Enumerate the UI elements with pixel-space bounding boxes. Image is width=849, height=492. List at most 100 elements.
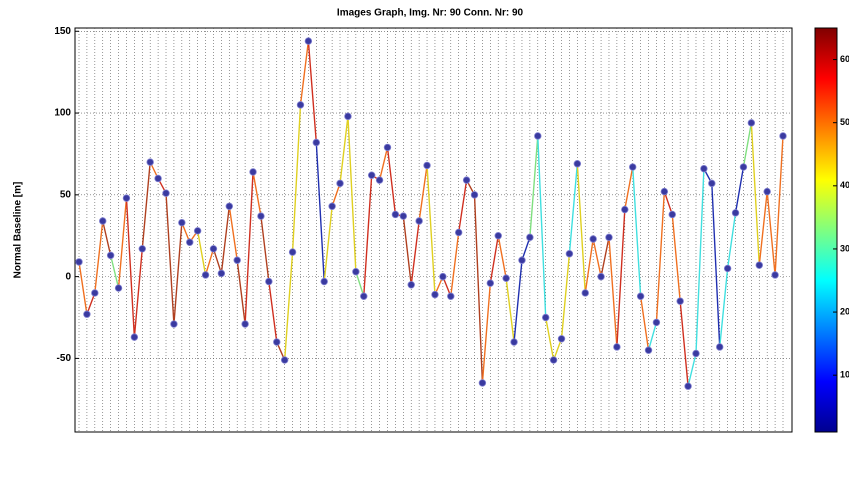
y-axis-label: Normal Baseline [m] [13, 182, 24, 279]
connection [339, 116, 349, 184]
connection [165, 193, 175, 325]
connection [774, 135, 784, 276]
image-point [352, 268, 360, 276]
connection [260, 216, 270, 282]
image-point [447, 292, 455, 300]
connection [363, 175, 373, 297]
colorbar-tick-label: 40 [840, 180, 849, 190]
image-point [138, 245, 146, 253]
connection [505, 278, 515, 343]
connection [236, 260, 246, 325]
connection [711, 183, 721, 347]
connection [473, 194, 484, 383]
image-point [75, 258, 83, 266]
image-point [296, 101, 305, 109]
y-tick-label: 0 [65, 271, 71, 282]
connection [109, 255, 120, 289]
image-point [375, 176, 384, 184]
image-point [534, 132, 542, 140]
connection [299, 40, 310, 105]
image-point [193, 227, 202, 235]
image-point [233, 256, 241, 264]
connection [616, 209, 626, 347]
connection [102, 220, 112, 256]
connection [94, 220, 104, 294]
image-point [708, 179, 716, 188]
image-point [541, 313, 550, 322]
image-point [573, 160, 582, 168]
connection [457, 180, 468, 233]
image-point [644, 346, 653, 354]
connection [521, 237, 531, 261]
image-point [106, 251, 115, 260]
image-point [731, 209, 740, 217]
image-point [597, 272, 605, 281]
connection [750, 122, 760, 266]
image-point [763, 187, 771, 196]
connection [560, 253, 571, 339]
connection [639, 296, 650, 351]
image-point [91, 289, 99, 297]
connection [726, 212, 737, 269]
connection [355, 271, 365, 297]
image-point [684, 382, 692, 390]
image-point [391, 210, 400, 219]
connection [489, 235, 499, 284]
image-point [518, 256, 526, 264]
connection [608, 237, 618, 347]
image-point [249, 168, 257, 176]
connection [584, 238, 594, 294]
connection [695, 168, 705, 354]
y-tick-label: 150 [54, 26, 71, 37]
connection [173, 222, 183, 325]
connection [624, 166, 634, 210]
connection [450, 232, 460, 297]
image-point [288, 248, 297, 256]
connection [386, 147, 397, 215]
image-point [739, 163, 748, 171]
connection [426, 165, 436, 295]
image-point [605, 233, 613, 242]
image-point [502, 274, 510, 282]
image-point [454, 228, 463, 237]
image-point [621, 205, 629, 214]
connection [244, 171, 254, 325]
connection [291, 104, 302, 253]
image-point [399, 212, 408, 220]
connection [529, 135, 539, 238]
image-point [186, 238, 194, 246]
connection [307, 41, 318, 143]
y-tick-label: 50 [60, 189, 72, 200]
chart-title: Images Graph, Img. Nr: 90 Conn. Nr: 90 [337, 8, 524, 19]
connection [513, 260, 523, 343]
image-point [439, 272, 447, 281]
image-point [257, 212, 265, 220]
image-point [336, 179, 344, 188]
image-point [360, 292, 368, 300]
image-point [779, 132, 787, 140]
connection [734, 166, 745, 213]
connection [315, 142, 325, 282]
connection [497, 235, 507, 279]
image-point [217, 269, 226, 278]
image-point [771, 271, 779, 279]
image-point [170, 320, 178, 328]
colorbar [814, 27, 838, 433]
connection [671, 214, 681, 302]
y-tick-label: -50 [57, 353, 72, 364]
image-point [557, 335, 566, 343]
image-point [589, 235, 597, 243]
image-point [114, 284, 123, 292]
image-point [83, 310, 91, 318]
image-point [273, 338, 281, 346]
image-point [201, 271, 210, 279]
colorbar-tick-label: 10 [840, 370, 849, 380]
image-point [367, 171, 376, 179]
image-point [280, 356, 289, 364]
image-point [431, 290, 439, 299]
connection [655, 191, 666, 323]
connection [537, 135, 547, 318]
connection [117, 198, 128, 289]
image-point [755, 261, 763, 269]
image-point [146, 158, 154, 166]
